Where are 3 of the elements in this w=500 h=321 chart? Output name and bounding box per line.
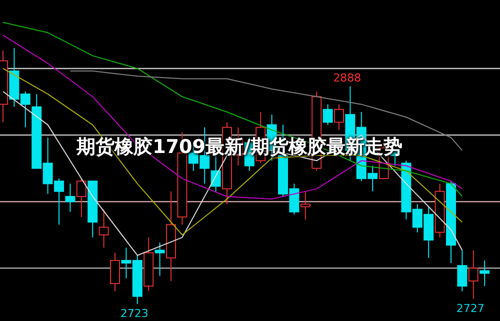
annotation: 2888: [333, 71, 362, 84]
annotation: 2727: [456, 302, 484, 315]
annotation: 2723: [120, 307, 148, 320]
